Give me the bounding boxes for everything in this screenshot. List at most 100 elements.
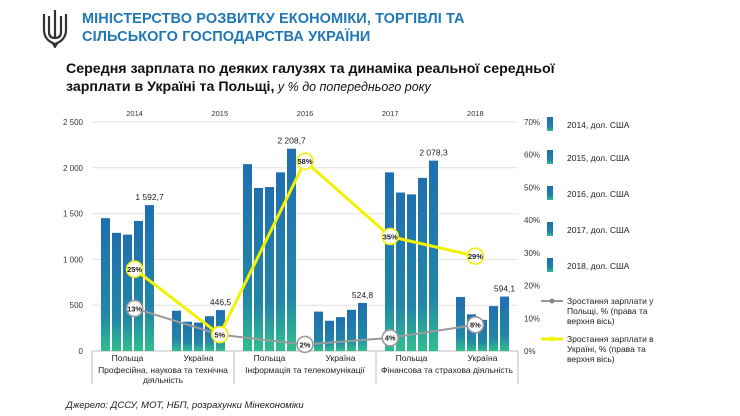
legend-label-line: верхня вісь)	[567, 354, 615, 364]
year-axis-label: 2018	[467, 109, 484, 118]
year-axis-label: 2017	[382, 109, 399, 118]
year-axis-label: 2014	[126, 109, 143, 118]
bar	[396, 192, 405, 351]
right-axis-tick-label: 70%	[524, 118, 540, 127]
chart-title-line2: зарплати в Україні та Польщі,	[66, 79, 275, 95]
series-value-label: 2%	[300, 340, 311, 349]
series-marker	[296, 152, 314, 171]
bar-value-label: 2 208,7	[277, 136, 306, 146]
bar	[123, 234, 132, 351]
bar	[407, 194, 416, 351]
left-axis-tick-label: 0	[79, 347, 84, 356]
left-axis-tick-label: 500	[70, 301, 84, 310]
bar	[172, 310, 181, 351]
legend-label: Зростання зарплати в Україні, % (права та…	[567, 334, 654, 364]
left-axis-tick-label: 1 000	[63, 255, 84, 264]
ministry-name-line1: МІНІСТЕРСТВО РОЗВИТКУ ЕКОНОМІКИ, ТОРГІВЛ…	[82, 11, 465, 27]
series-value-label: 5%	[214, 330, 225, 339]
right-axis-tick-label: 40%	[524, 216, 540, 225]
legend-label-line: Україні, % (права та	[567, 344, 646, 354]
bar	[205, 316, 214, 351]
country-label: Польща	[396, 353, 428, 363]
series-value-label: 29%	[468, 252, 483, 261]
legend-label: Зростання зарплати у Польщі, % (права та в…	[567, 296, 654, 326]
country-label: Україна	[184, 353, 214, 363]
legend-label: 2017, дол. США	[567, 225, 630, 235]
legend-label-line: Зростання зарплати в	[567, 334, 654, 344]
ministry-name-line2: СІЛЬСЬКОГО ГОСПОДАРСТВА УКРАЇНИ	[82, 29, 371, 45]
bar	[358, 302, 367, 351]
country-label: Польща	[254, 353, 286, 363]
bar-value-label: 2 078,3	[419, 148, 448, 158]
bar-value-label: 446,5	[210, 297, 232, 307]
right-axis-tick-label: 20%	[524, 282, 540, 291]
legend-label: 2015, дол. США	[567, 153, 630, 163]
bar	[500, 296, 509, 351]
legend-swatch	[547, 258, 553, 272]
left-axis-tick-label: 2 000	[63, 164, 84, 173]
bar	[429, 160, 438, 351]
chart-subtitle: у % до попереднього року	[274, 80, 431, 94]
legend-label: 2018, дол. США	[567, 261, 630, 271]
series-marker	[381, 329, 400, 347]
chart-title: Середня зарплата по деяких галузях та ди…	[66, 60, 586, 96]
bar	[243, 164, 252, 351]
series-marker	[466, 316, 485, 334]
bar	[183, 321, 192, 351]
country-label: Україна	[326, 353, 356, 363]
legend-swatch	[547, 150, 553, 164]
bar	[194, 322, 203, 351]
right-axis-tick-label: 10%	[524, 314, 540, 323]
chart-title-line1: Середня зарплата по деяких галузях та ди…	[66, 61, 555, 77]
right-axis-tick-label: 0%	[524, 347, 536, 356]
bar	[336, 317, 345, 351]
legend-swatch	[547, 186, 553, 200]
sector-label: Фінансова та страхова діяльність	[381, 365, 513, 375]
bar-value-label: 594,1	[494, 284, 516, 294]
left-axis-tick-label: 1 500	[63, 210, 84, 219]
bar	[254, 187, 263, 351]
series-marker	[125, 299, 144, 318]
sector-label: діяльність	[143, 375, 184, 385]
series-value-label: 4%	[385, 334, 396, 343]
bar	[385, 172, 394, 351]
bar	[134, 220, 143, 351]
bar	[265, 187, 274, 351]
right-axis-tick-label: 60%	[524, 151, 540, 160]
country-label: Польща	[112, 353, 144, 363]
series-marker	[211, 325, 229, 344]
left-axis-tick-label: 2 500	[63, 118, 84, 127]
right-axis-tick-label: 50%	[524, 183, 540, 192]
series-value-label: 8%	[470, 321, 481, 330]
series-marker	[125, 260, 144, 279]
legend-swatch	[547, 117, 553, 131]
trident-emblem-icon	[42, 10, 68, 48]
source-note: Джерело: ДССУ, МОТ, НБП, розрахунки Міне…	[66, 400, 304, 411]
legend-marker	[549, 336, 555, 342]
bar-value-label: 524,8	[352, 290, 374, 300]
year-axis-label: 2015	[211, 109, 228, 118]
bar	[145, 205, 154, 351]
legend-marker	[549, 298, 555, 304]
bar	[276, 172, 285, 351]
year-axis-label: 2016	[297, 109, 314, 118]
series-value-label: 35%	[383, 232, 398, 241]
legend-label: 2016, дол. США	[567, 189, 630, 199]
bar	[478, 319, 487, 351]
series-marker	[466, 247, 485, 265]
series-value-label: 25%	[127, 265, 142, 274]
ministry-name: МІНІСТЕРСТВО РОЗВИТКУ ЕКОНОМІКИ, ТОРГІВЛ…	[82, 10, 465, 46]
legend-label: 2014, дол. США	[567, 120, 630, 130]
bar	[489, 306, 498, 351]
legend-label-line: Зростання зарплати у	[567, 296, 654, 306]
series-value-label: 13%	[127, 304, 142, 313]
right-axis-tick-label: 30%	[524, 249, 540, 258]
legend-swatch	[547, 222, 553, 236]
series-value-label: 58%	[297, 157, 312, 166]
legend-label-line: верхня вісь)	[567, 316, 615, 326]
bar	[287, 148, 296, 351]
bar-value-label: 1 592,7	[135, 192, 164, 202]
country-label: Україна	[468, 353, 498, 363]
series-marker	[296, 335, 314, 354]
